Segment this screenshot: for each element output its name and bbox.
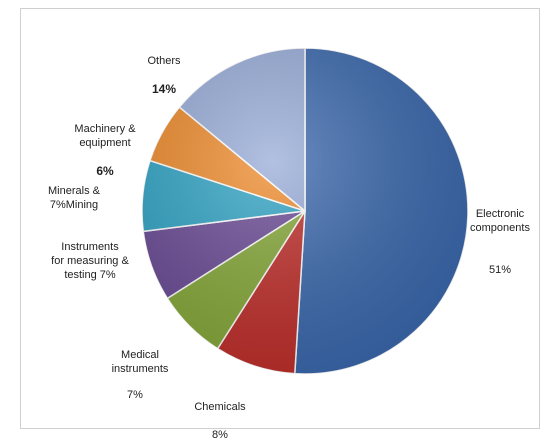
label-electronic-percent: 51% <box>488 264 512 276</box>
pie-slice-electronic-components <box>293 47 469 375</box>
label-medical-percent: 7% <box>127 389 143 401</box>
label-chemicals: Chemicals 8% <box>180 386 260 442</box>
label-chemicals-text: Chemicals <box>194 401 246 413</box>
label-machinery-text: Machinery & equipment <box>74 123 136 149</box>
label-medical-text: Medical instruments <box>111 349 169 375</box>
label-minerals-mining: Minerals & 7%Mining <box>48 185 100 211</box>
label-machinery-percent: 6% <box>96 164 114 178</box>
label-others: Others 14% <box>134 40 194 97</box>
label-chemicals-percent: 8% <box>212 429 228 441</box>
label-instruments-measuring: Instruments for measuring & testing 7% <box>51 241 129 281</box>
label-electronic-text: Electronic components <box>470 208 530 234</box>
label-others-text: Others <box>147 55 181 67</box>
label-machinery-equipment: Machinery & equipment 6% <box>60 108 150 179</box>
label-electronic-components: Electronic components 51% <box>460 193 540 277</box>
label-others-percent: 14% <box>151 82 177 96</box>
label-medical-instruments: Medical instruments <box>90 334 190 376</box>
